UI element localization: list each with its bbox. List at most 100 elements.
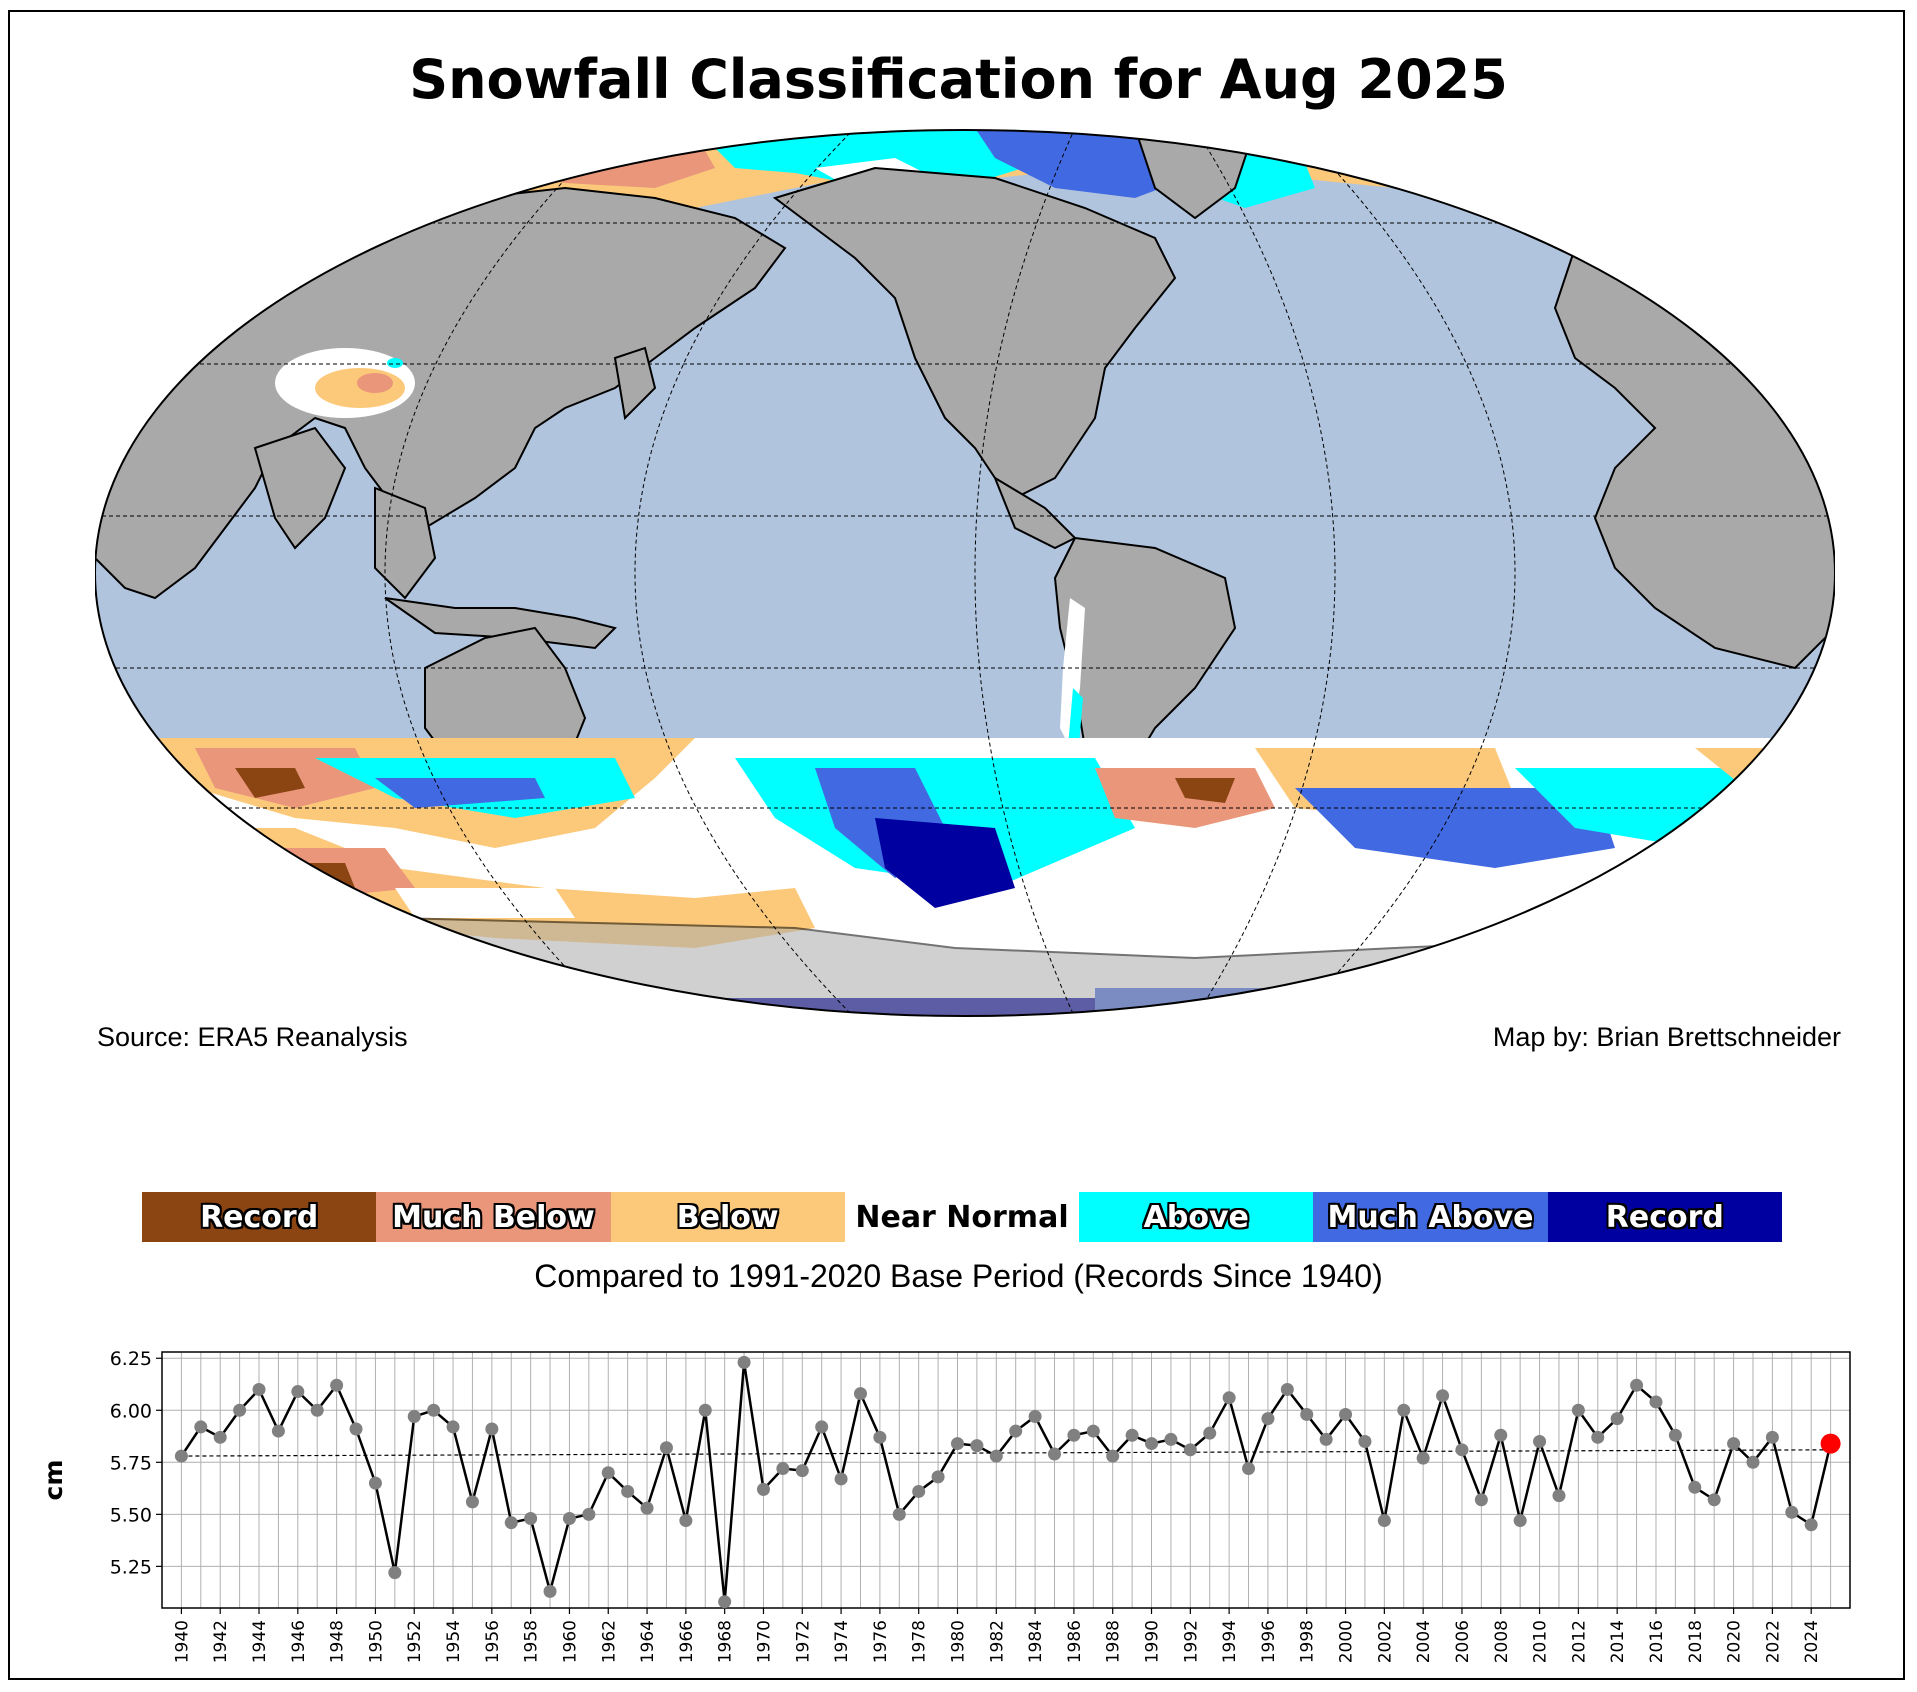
legend-much-below: Much Below	[376, 1192, 611, 1242]
x-tick-label: 1950	[366, 1620, 386, 1663]
snowfall-time-series-chart: 6.25 6.00 5.75 5.50 5.25 cm 1940 1942 1944 1946 19…	[39, 1348, 1851, 1663]
data-point	[407, 1410, 421, 1424]
page-title: Snowfall Classification for Aug 2025	[409, 48, 1508, 111]
y-tick-label: 6.25	[110, 1348, 152, 1370]
indonesia-land	[384, 597, 617, 650]
data-point	[465, 1495, 479, 1509]
x-tick-label: 2008	[1492, 1620, 1512, 1663]
data-point	[504, 1516, 518, 1530]
base-period-caption: Compared to 1991-2020 Base Period (Recor…	[534, 1258, 1383, 1294]
x-tick-label: 2020	[1725, 1620, 1745, 1663]
data-point	[291, 1385, 305, 1399]
x-tick-label: 1984	[1026, 1620, 1046, 1663]
data-point	[1028, 1410, 1042, 1424]
data-point	[1571, 1403, 1585, 1417]
x-tick-label: 1982	[987, 1620, 1007, 1663]
data-point	[1630, 1378, 1644, 1392]
legend-record-high: Record	[1547, 1192, 1782, 1242]
data-point	[1513, 1514, 1527, 1528]
x-tick-label: 2022	[1763, 1620, 1783, 1663]
data-point	[1145, 1437, 1159, 1451]
x-tick-label: 2024	[1802, 1620, 1822, 1663]
x-tick-label: 1972	[793, 1620, 813, 1663]
data-point	[1455, 1443, 1469, 1457]
north-america-land	[772, 166, 1177, 500]
x-tick-label: 1952	[405, 1620, 425, 1663]
data-point	[1339, 1407, 1353, 1421]
data-point	[1358, 1434, 1372, 1448]
data-point	[950, 1437, 964, 1451]
x-tick-label: 1956	[483, 1620, 503, 1663]
x-tick-label: 1996	[1259, 1620, 1279, 1663]
legend-much-above: Much Above	[1313, 1192, 1548, 1242]
data-point	[892, 1507, 906, 1521]
legend-record-low: Record	[142, 1192, 377, 1242]
data-point	[834, 1472, 848, 1486]
data-point	[252, 1382, 266, 1396]
y-tick-label: 6.00	[110, 1400, 152, 1422]
x-tick-label: 1964	[638, 1620, 658, 1663]
world-map	[95, 129, 1835, 1017]
data-point	[349, 1422, 363, 1436]
data-point	[446, 1420, 460, 1434]
data-point	[659, 1441, 673, 1455]
x-tick-label: 2002	[1375, 1620, 1395, 1663]
x-tick-label: 1976	[871, 1620, 891, 1663]
y-axis-label: cm	[39, 1460, 68, 1501]
x-tick-label: 1988	[1104, 1620, 1124, 1663]
data-point	[1804, 1518, 1818, 1532]
data-point	[1261, 1412, 1275, 1426]
data-point	[873, 1430, 887, 1444]
data-point	[853, 1387, 867, 1401]
data-point	[1746, 1455, 1760, 1469]
data-point	[1785, 1505, 1799, 1519]
data-point	[1222, 1391, 1236, 1405]
data-point	[582, 1507, 596, 1521]
data-point	[640, 1501, 654, 1515]
data-point	[1474, 1493, 1488, 1507]
x-tick-label: 1942	[211, 1620, 231, 1663]
central-america-land	[992, 475, 1077, 550]
data-point	[388, 1566, 402, 1580]
legend-near-normal: Near Normal	[844, 1192, 1080, 1242]
credit-text: Map by: Brian Brettschneider	[1492, 1022, 1841, 1052]
data-point	[1300, 1407, 1314, 1421]
data-point	[679, 1514, 693, 1528]
highlight-point	[1820, 1433, 1841, 1454]
x-tick-label: 1970	[754, 1620, 774, 1663]
x-tick-label: 2012	[1569, 1620, 1589, 1663]
plot-frame	[161, 1351, 1851, 1609]
x-tick-label: 1968	[716, 1620, 736, 1663]
data-point	[1319, 1432, 1333, 1446]
data-point	[233, 1403, 247, 1417]
x-tick-label: 2006	[1453, 1620, 1473, 1663]
map-border	[95, 129, 1835, 1017]
data-point	[1416, 1451, 1430, 1465]
data-point	[543, 1584, 557, 1598]
data-point	[931, 1470, 945, 1484]
y-tick-label: 5.25	[110, 1556, 152, 1578]
data-point	[912, 1484, 926, 1498]
data-point	[815, 1420, 829, 1434]
data-point	[271, 1424, 285, 1438]
y-tick-label: 5.75	[110, 1452, 152, 1474]
series-line	[180, 1362, 1832, 1602]
x-tick-label: 1960	[560, 1620, 580, 1663]
x-tick-label: 1946	[289, 1620, 309, 1663]
data-point	[1086, 1424, 1100, 1438]
legend-above: Above	[1079, 1192, 1314, 1242]
x-tick-label: 1990	[1143, 1620, 1163, 1663]
data-point	[485, 1422, 499, 1436]
data-point	[174, 1449, 188, 1463]
data-point	[970, 1439, 984, 1453]
data-point	[562, 1512, 576, 1526]
data-point	[1727, 1437, 1741, 1451]
data-point	[1067, 1428, 1081, 1442]
data-point	[524, 1512, 538, 1526]
y-tick-label: 5.50	[110, 1504, 152, 1526]
x-tick-label: 2014	[1608, 1620, 1628, 1663]
data-point	[194, 1420, 208, 1434]
data-point	[1242, 1462, 1256, 1476]
data-point	[368, 1476, 382, 1490]
data-point	[1203, 1426, 1217, 1440]
